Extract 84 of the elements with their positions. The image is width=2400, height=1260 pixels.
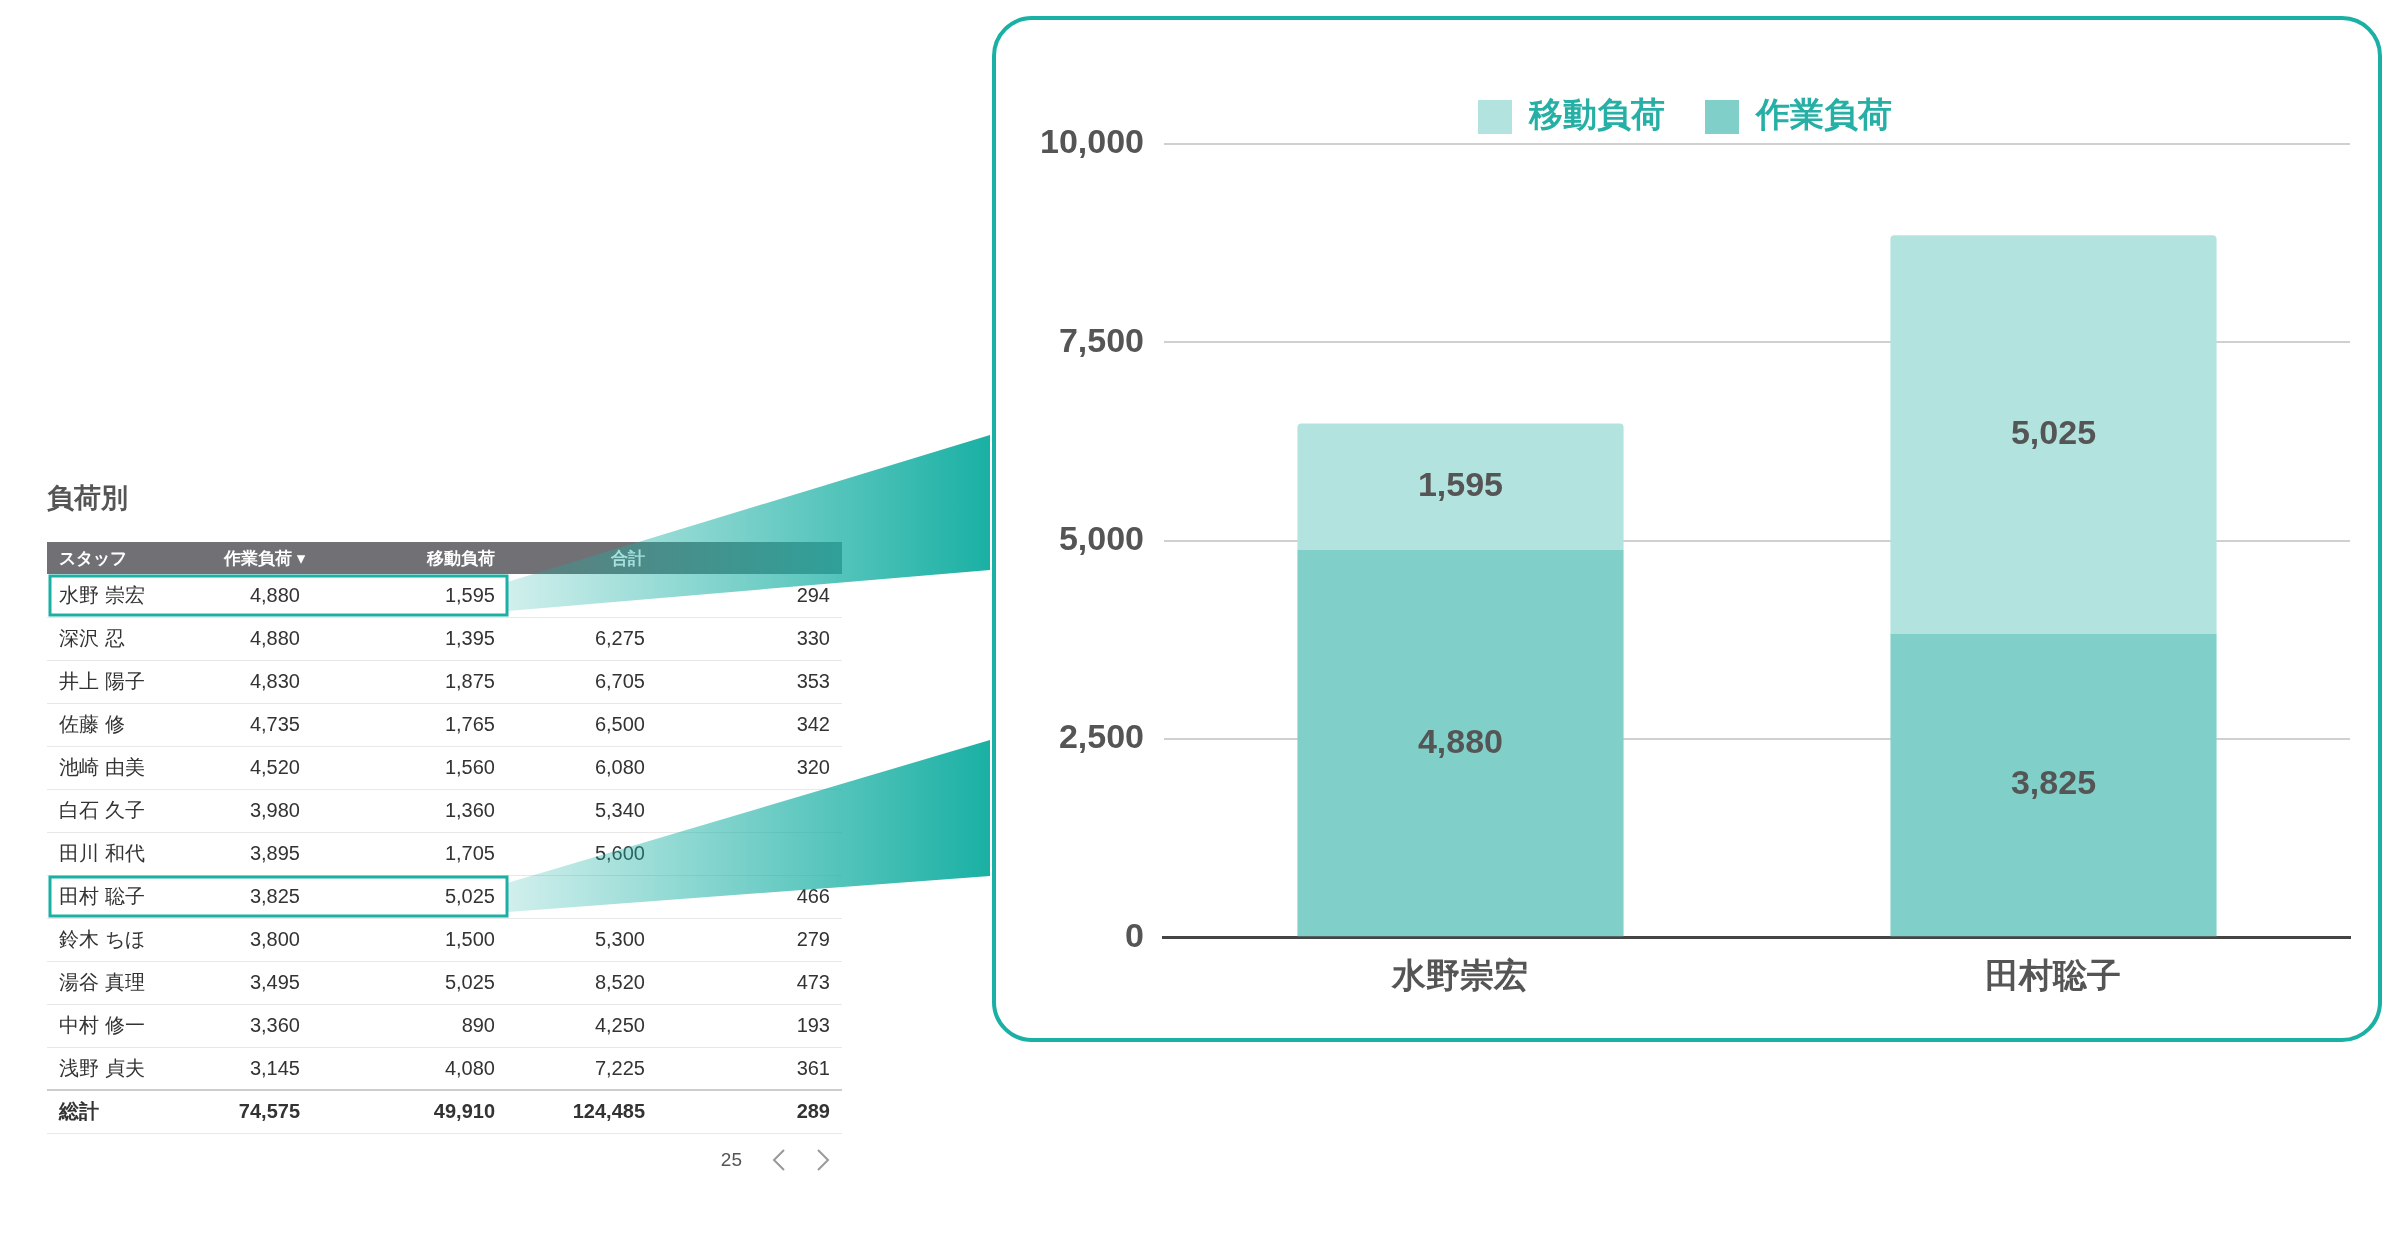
text: 4,250 [594,1014,645,1036]
text: 4,880 [249,627,300,649]
legend-label: 作業負荷 [1754,95,1892,134]
category-label: 水野 崇宏 [59,583,145,606]
category-label: 田村 聡子 [59,885,145,907]
bar [1297,550,1624,937]
text: 289 [796,1100,830,1123]
text: 1,360 [444,799,495,821]
data-label: 5,025 [2010,412,2097,451]
data-label: 3,825 [2010,763,2097,802]
text: 3,980 [249,799,300,821]
text: 5,025 [444,971,495,993]
text: 5,025 [444,885,495,907]
text: 6,080 [594,756,645,778]
text: 473 [796,971,830,993]
text: 1,560 [444,756,495,778]
category-label: 湯谷 真理 [59,971,145,993]
text: 3,800 [249,928,300,950]
text: 294 [796,583,830,606]
category-label: 移動負荷 [312,542,507,574]
legend-label: 移動負荷 [1528,95,1665,134]
text: 466 [796,885,830,907]
data-label: 4,880 [1417,721,1504,760]
category-label: スタッフ [47,542,212,574]
text: 890 [461,1014,495,1036]
text: 1,765 [444,713,495,735]
x-tick-label: 田村聡子 [1985,955,2122,994]
text: 4,830 [249,670,300,692]
text: 124,485 [572,1100,645,1123]
text: 1,875 [444,670,495,692]
text: 3,145 [249,1056,300,1079]
x-tick-label: 水野崇宏 [1391,955,1529,994]
text: 1,705 [444,842,495,864]
category-label: 中村 修一 [59,1014,145,1036]
text: 6,275 [594,627,645,649]
text: 8,520 [594,971,645,993]
text: 1,395 [444,627,495,649]
text: 193 [796,1014,830,1036]
text: 3,825 [249,885,300,907]
text: 5,300 [594,928,645,950]
text: 3,495 [249,971,300,993]
text: 353 [796,670,830,692]
text: 1,500 [444,928,495,950]
text: 279 [796,928,830,950]
data-label: 1,595 [1417,465,1504,504]
category-label: 井上 陽子 [59,670,145,692]
text: 3,360 [249,1014,300,1036]
text: 74,575 [238,1100,300,1123]
text: 6,705 [594,670,645,692]
category-label: 総計 [59,1100,99,1123]
text: 4,880 [249,583,300,606]
bar [1890,235,2217,634]
y-tick-label: 2,500 [1058,717,1144,756]
text: 330 [796,627,830,649]
text: 361 [796,1056,830,1079]
text: 25 [720,1148,742,1171]
text: 3,895 [249,842,300,864]
y-tick-label: 7,500 [1058,320,1144,359]
category-label: 合計 [507,542,657,574]
text: 342 [796,713,830,735]
category-label: 深沢 忍 [59,627,125,649]
category-label: 浅野 貞夫 [59,1056,145,1079]
text: 5,600 [594,842,645,864]
text: 1,595 [444,583,495,606]
text: 7,225 [594,1056,645,1079]
text: 6,500 [594,713,645,735]
text: 320 [796,756,830,778]
category-label: 鈴木 ちほ [59,928,145,950]
category-label: 佐藤 修 [59,713,125,735]
y-tick-label: 0 [1125,915,1144,954]
text: 4,080 [444,1056,495,1079]
category-label: 田川 和代 [59,842,145,864]
text: 5,340 [594,799,645,821]
text: 負荷別 [47,482,129,515]
text: 4,735 [249,713,300,735]
bar [1297,423,1624,551]
y-tick-label: 5,000 [1058,518,1144,557]
category-label: 池崎 由美 [59,756,145,778]
text: 4,520 [249,756,300,778]
category-label: 白石 久子 [59,799,145,821]
text: 49,910 [433,1100,495,1123]
y-tick-label: 10,000 [1039,122,1144,161]
bar [1890,633,2217,937]
category-label: 作業負荷 ▾ [212,542,312,574]
